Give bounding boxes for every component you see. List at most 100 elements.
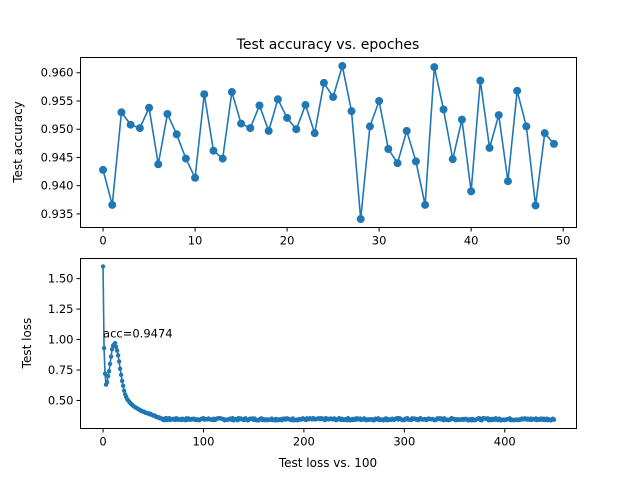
loss-point	[104, 379, 110, 385]
loss-point	[105, 373, 111, 379]
loss-xtick-label: 100	[192, 435, 214, 449]
accuracy-point	[549, 139, 558, 148]
accuracy-point	[430, 63, 439, 72]
accuracy-point	[467, 187, 476, 196]
loss-point	[118, 372, 124, 378]
accuracy-ytick-label: 0.940	[41, 179, 74, 193]
accuracy-point	[485, 143, 494, 152]
accuracy-point	[513, 86, 522, 95]
accuracy-line	[102, 65, 555, 220]
accuracy-x-ticks: 0 10 20 30 40 50	[99, 227, 571, 248]
accuracy-point	[393, 159, 402, 168]
loss-chart-frame	[80, 258, 577, 429]
loss-ytick-label: 1.25	[48, 302, 74, 316]
accuracy-chart: Test accuracy vs. epoches Test accuracy …	[11, 37, 577, 248]
accuracy-point	[329, 93, 338, 102]
accuracy-annotation: acc=0.9474	[103, 327, 173, 341]
accuracy-point	[494, 111, 503, 120]
loss-y-ticks: 0.50 0.75 1.00 1.25 1.50	[48, 272, 81, 407]
loss-chart-xlabel: Test loss vs. 100	[278, 456, 377, 470]
loss-xtick-label: 200	[293, 435, 315, 449]
loss-point	[109, 347, 115, 352]
accuracy-point	[283, 113, 292, 122]
accuracy-point	[255, 101, 264, 110]
accuracy-point	[292, 125, 301, 134]
loss-point	[101, 345, 107, 351]
accuracy-y-ticks: 0.935 0.940 0.945 0.950 0.955 0.960	[41, 66, 81, 221]
accuracy-chart-title: Test accuracy vs. epoches	[236, 37, 420, 53]
accuracy-point	[347, 107, 356, 116]
accuracy-point	[531, 201, 540, 210]
loss-point	[102, 371, 108, 376]
loss-point	[106, 369, 112, 374]
accuracy-point	[108, 200, 117, 209]
accuracy-ytick-label: 0.935	[41, 207, 74, 221]
accuracy-point	[126, 120, 135, 129]
accuracy-point	[154, 160, 163, 169]
accuracy-point	[117, 108, 126, 117]
loss-ytick-label: 0.75	[48, 363, 74, 377]
accuracy-point	[172, 130, 181, 139]
accuracy-point	[421, 200, 430, 209]
accuracy-point	[227, 87, 236, 96]
loss-point	[117, 366, 123, 371]
accuracy-point	[540, 129, 549, 138]
loss-point	[107, 361, 113, 367]
accuracy-xtick-label: 40	[464, 234, 479, 248]
accuracy-point	[457, 115, 466, 124]
loss-point	[120, 383, 126, 389]
loss-point	[108, 354, 114, 359]
loss-xtick-label: 300	[393, 435, 415, 449]
accuracy-xtick-label: 30	[372, 234, 387, 248]
accuracy-xtick-label: 20	[280, 234, 295, 248]
accuracy-point	[356, 215, 365, 224]
accuracy-point	[135, 124, 144, 133]
loss-ytick-label: 1.00	[48, 333, 74, 347]
accuracy-chart-frame	[80, 57, 577, 228]
accuracy-point	[310, 129, 319, 138]
loss-ytick-label: 0.50	[48, 393, 74, 407]
accuracy-point	[365, 122, 374, 131]
accuracy-point	[218, 154, 227, 163]
accuracy-point	[319, 78, 328, 87]
loss-point	[551, 417, 557, 422]
accuracy-point	[145, 103, 154, 112]
accuracy-point	[163, 109, 172, 118]
accuracy-ytick-label: 0.960	[41, 66, 74, 80]
loss-point	[121, 388, 127, 393]
accuracy-series	[99, 61, 558, 224]
accuracy-point	[439, 105, 448, 114]
accuracy-point	[375, 96, 384, 105]
loss-chart: Test loss Test loss vs. 100 acc=0.9474 0…	[20, 258, 577, 470]
accuracy-xtick-label: 50	[556, 234, 571, 248]
loss-ytick-label: 1.50	[48, 272, 74, 286]
loss-point	[114, 348, 120, 353]
accuracy-ytick-label: 0.945	[41, 150, 74, 164]
accuracy-point	[448, 155, 457, 164]
accuracy-point	[273, 95, 282, 104]
loss-xtick-label: 0	[99, 435, 106, 449]
accuracy-point	[200, 90, 209, 99]
accuracy-point	[338, 61, 347, 70]
accuracy-ytick-label: 0.950	[41, 122, 74, 136]
loss-point	[113, 344, 119, 350]
accuracy-point	[99, 165, 108, 174]
accuracy-point	[264, 126, 273, 135]
loss-point	[100, 264, 106, 269]
loss-point	[116, 359, 122, 364]
loss-point	[112, 340, 118, 346]
loss-x-ticks: 0 100 200 300 400	[99, 428, 516, 449]
accuracy-point	[476, 76, 485, 85]
loss-point	[115, 353, 121, 358]
accuracy-ytick-label: 0.955	[41, 94, 74, 108]
loss-chart-ylabel: Test loss	[20, 318, 34, 370]
accuracy-xtick-label: 10	[188, 234, 203, 248]
accuracy-point	[522, 122, 531, 131]
accuracy-point	[246, 124, 255, 133]
accuracy-point	[411, 157, 420, 166]
accuracy-point	[503, 177, 512, 186]
accuracy-point	[181, 154, 190, 163]
accuracy-point	[384, 144, 393, 153]
